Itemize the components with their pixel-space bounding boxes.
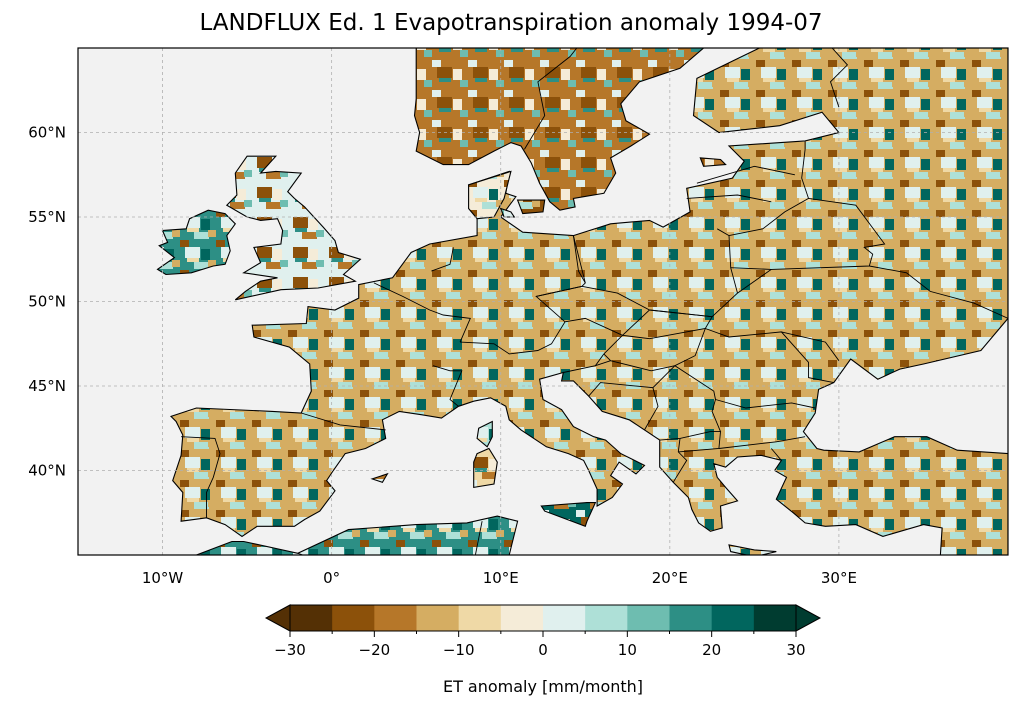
latitude-axis: 40°N 45°N 50°N 55°N 60°N xyxy=(28,124,66,480)
country-border xyxy=(737,269,772,294)
country-border xyxy=(686,194,772,203)
country-border xyxy=(603,328,706,372)
country-border xyxy=(728,149,810,237)
longitude-tick-label: 0° xyxy=(323,569,340,587)
land-polygon xyxy=(516,199,546,215)
map-frame xyxy=(77,47,1009,556)
colorbar: −30 −20 −10 0 10 20 30 ET anomaly [mm/month] xyxy=(264,604,822,696)
country-border xyxy=(181,436,221,518)
map-border xyxy=(77,47,1009,556)
colorbar-extend-high xyxy=(795,604,822,632)
latitude-tick-label: 40°N xyxy=(28,462,66,480)
longitude-tick-label: 20°E xyxy=(652,569,688,587)
longitude-tick-label: 10°W xyxy=(142,569,184,587)
longitude-tick-label: 10°E xyxy=(483,569,519,587)
colorbar-segment xyxy=(290,605,333,631)
land-polygon xyxy=(413,48,705,211)
country-border xyxy=(718,436,806,449)
colorbar-segments xyxy=(264,604,822,632)
land-polygon xyxy=(476,420,493,448)
latitude-tick-label: 60°N xyxy=(28,124,66,142)
colorbar-segment xyxy=(627,605,670,631)
country-border xyxy=(595,360,611,367)
map-title: LANDFLUX Ed. 1 Evapotranspiration anomal… xyxy=(199,10,823,36)
colorbar-tick-label: −10 xyxy=(443,641,475,659)
colorbar-tick-label: 20 xyxy=(702,641,721,659)
country-border xyxy=(652,365,722,441)
country-border xyxy=(730,197,886,270)
country-border xyxy=(572,235,586,284)
country-border xyxy=(649,228,739,318)
country-border xyxy=(781,331,840,361)
colorbar-segment xyxy=(458,605,502,631)
country-border xyxy=(715,399,816,409)
colorbar-tick-label: 30 xyxy=(786,641,805,659)
country-border xyxy=(672,438,688,483)
country-border xyxy=(705,328,834,384)
country-border xyxy=(373,282,471,343)
colorbar-tick-label: −30 xyxy=(274,641,306,659)
country-border xyxy=(524,48,578,150)
colorbar-label: ET anomaly [mm/month] xyxy=(443,677,643,696)
country-border xyxy=(431,247,454,272)
land-polygon xyxy=(225,155,362,301)
colorbar-segment xyxy=(753,605,797,631)
country-borders xyxy=(181,48,1008,555)
land-polygon xyxy=(499,207,516,218)
colorbar-segment xyxy=(500,605,544,631)
latitude-tick-label: 45°N xyxy=(28,377,66,395)
colorbar-segment xyxy=(543,605,586,631)
colorbar-segment xyxy=(374,605,417,631)
colorbar-segment xyxy=(711,605,755,631)
colorbar-tick-label: 0 xyxy=(538,641,548,659)
country-border xyxy=(432,365,463,407)
country-border xyxy=(474,521,483,555)
colorbar-segment xyxy=(669,605,713,631)
country-border xyxy=(696,165,795,184)
longitude-axis: 10°W 0° 10°E 20°E 30°E xyxy=(142,569,857,587)
colorbar-segment xyxy=(332,605,375,631)
country-border xyxy=(869,265,1008,319)
country-border xyxy=(829,48,849,108)
colorbar-segment xyxy=(416,605,460,631)
colorbar-ticks: −30 −20 −10 0 10 20 30 xyxy=(274,631,806,659)
longitude-tick-label: 30°E xyxy=(821,569,857,587)
country-border xyxy=(770,448,782,461)
gridlines xyxy=(78,48,1008,555)
country-border xyxy=(603,334,623,355)
colorbar-extend-low xyxy=(264,604,291,632)
colorbar-tick-label: 10 xyxy=(618,641,637,659)
land-polygon xyxy=(196,515,519,555)
land-polygon xyxy=(699,157,727,167)
colorbar-tick-label: −20 xyxy=(359,641,391,659)
land-polygon xyxy=(473,447,498,489)
latitude-tick-label: 50°N xyxy=(28,293,66,311)
country-border xyxy=(301,412,386,431)
land-polygon xyxy=(370,472,389,483)
colorbar-segment xyxy=(585,605,628,631)
land-polygon xyxy=(540,502,597,528)
land-polygon xyxy=(728,544,777,555)
latitude-tick-label: 55°N xyxy=(28,208,66,226)
